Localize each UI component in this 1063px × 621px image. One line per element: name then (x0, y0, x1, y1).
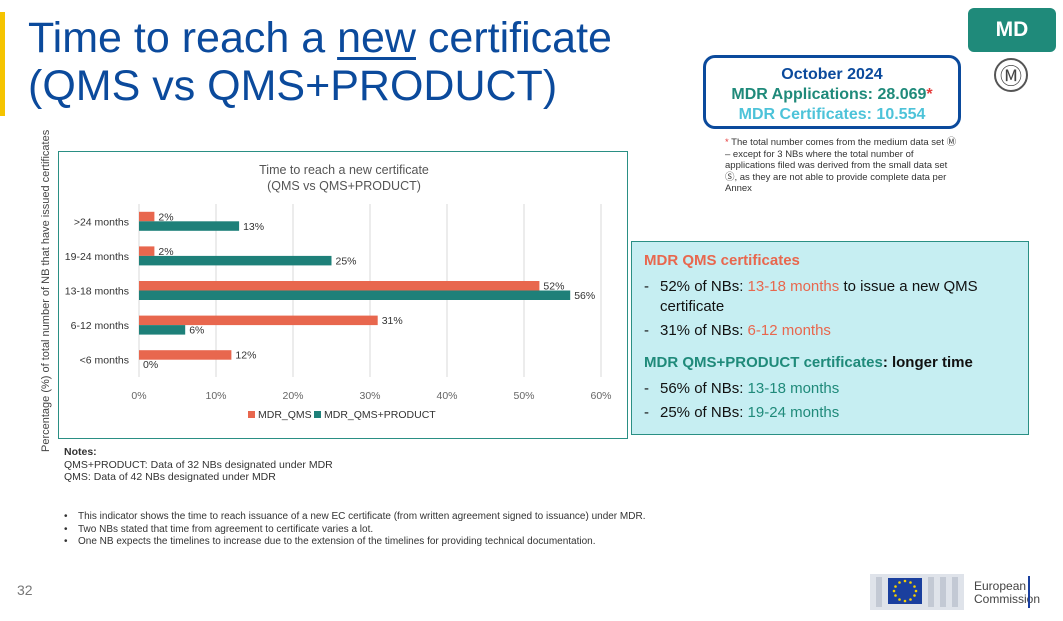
bar-mdr-qms (139, 315, 378, 326)
bar-mdr-qms-product (139, 221, 240, 231)
data-label: 6% (189, 325, 204, 337)
data-label: 31% (382, 315, 403, 327)
title-underlined-word: new (337, 14, 416, 62)
legend-swatch (314, 411, 321, 418)
notes: Notes: QMS+PRODUCT: Data of 32 NBs desig… (64, 446, 333, 484)
stats-date: October 2024 (781, 66, 883, 83)
page-number: 32 (17, 582, 33, 598)
qms-item-1: 52% of NBs: 13-18 months to issue a new … (644, 277, 1016, 317)
qms-item-2: 31% of NBs: 6-12 months (644, 321, 1016, 341)
data-label: 2% (158, 211, 173, 223)
x-tick-label: 20% (282, 390, 303, 402)
data-label: 13% (243, 221, 264, 233)
qms-list: 52% of NBs: 13-18 months to issue a new … (644, 277, 1016, 341)
y-category-label: <6 months (80, 355, 129, 367)
medium-dataset-icon: Ⓜ (994, 58, 1028, 92)
commission-building-icon (870, 574, 964, 610)
bar-mdr-qms (139, 281, 540, 291)
product-list: 56% of NBs: 13-18 months 25% of NBs: 19-… (644, 379, 1016, 423)
y-category-label: 19-24 months (65, 251, 129, 263)
bullet-item: Two NBs stated that time from agreement … (64, 524, 645, 537)
title-accent-bar (0, 12, 5, 116)
stats-footnote: * The total number comes from the medium… (725, 137, 957, 194)
notes-title: Notes: (64, 446, 97, 458)
bullet-list: This indicator shows the time to reach i… (64, 511, 645, 549)
x-tick-label: 10% (205, 390, 226, 402)
product-item-1: 56% of NBs: 13-18 months (644, 379, 1016, 399)
data-label: 56% (574, 290, 595, 302)
data-label: 52% (543, 281, 564, 293)
y-category-label: 13-18 months (65, 286, 129, 298)
slide-title: Time to reach a new certificate (QMS vs Q… (28, 14, 612, 110)
x-tick-label: 40% (436, 390, 457, 402)
legend-label: MDR_QMS+PRODUCT (324, 409, 436, 421)
insights-box: MDR QMS certificates 52% of NBs: 13-18 m… (631, 241, 1029, 435)
x-tick-label: 60% (590, 390, 611, 402)
product-heading: MDR QMS+PRODUCT certificates: longer tim… (644, 354, 973, 371)
notes-line-2: QMS: Data of 42 NBs designated under MDR (64, 471, 276, 483)
bar-mdr-qms (139, 350, 232, 360)
bar-chart: Time to reach a new certificate (QMS vs … (58, 151, 628, 439)
stats-applications: MDR Applications: 28.069* (731, 86, 933, 103)
legend-swatch (248, 411, 255, 418)
y-axis-title: Percentage (%) of total number of NB tha… (40, 129, 52, 452)
x-tick-label: 30% (359, 390, 380, 402)
y-category-label: 6-12 months (71, 320, 129, 332)
logo-separator (1028, 576, 1030, 608)
x-tick-label: 50% (513, 390, 534, 402)
commission-name: European Commission (974, 579, 1041, 606)
data-label: 25% (336, 255, 357, 267)
data-label: 12% (235, 350, 256, 362)
bar-mdr-qms-product (139, 255, 332, 266)
bullet-item: One NB expects the timelines to increase… (64, 536, 645, 549)
bullet-item: This indicator shows the time to reach i… (64, 511, 645, 524)
data-label: 0% (143, 359, 158, 371)
chart-title: Time to reach a new certificate (259, 163, 429, 177)
bar-mdr-qms (139, 211, 155, 222)
chart-subtitle: (QMS vs QMS+PRODUCT) (267, 179, 421, 193)
bar-mdr-qms-product (139, 290, 571, 300)
notes-line-1: QMS+PRODUCT: Data of 32 NBs designated u… (64, 458, 333, 471)
product-item-2: 25% of NBs: 19-24 months (644, 403, 1016, 423)
qms-heading: MDR QMS certificates (644, 252, 800, 269)
x-tick-label: 0% (131, 390, 146, 402)
bar-mdr-qms-product (139, 325, 186, 335)
stats-box: October 2024 MDR Applications: 28.069* M… (703, 55, 961, 129)
bar-mdr-qms (139, 246, 155, 256)
md-badge: MD (968, 8, 1056, 52)
y-category-label: >24 months (74, 216, 129, 228)
stats-certificates: MDR Certificates: 10.554 (738, 106, 926, 123)
data-label: 2% (158, 246, 173, 258)
legend-label: MDR_QMS (258, 409, 312, 421)
european-commission-logo: European Commission (868, 570, 1041, 612)
bar-chart-svg: Time to reach a new certificate (QMS vs … (65, 163, 612, 421)
